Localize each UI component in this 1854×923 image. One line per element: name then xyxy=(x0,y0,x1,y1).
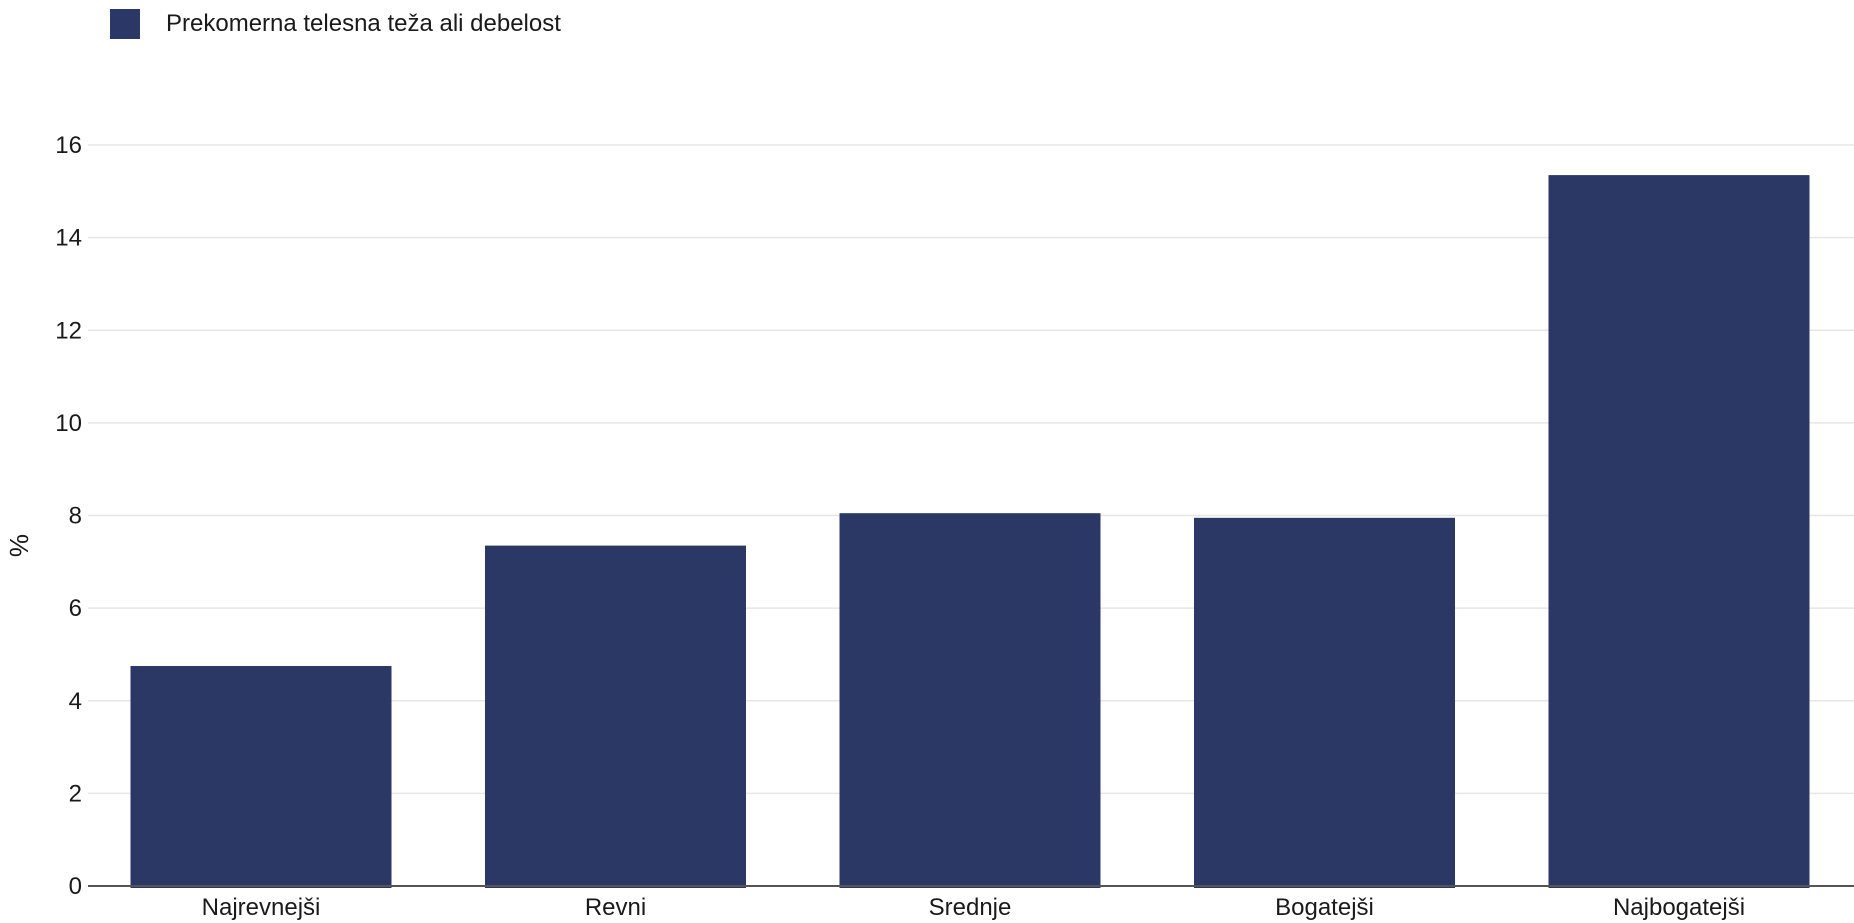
y-tick-label: 2 xyxy=(69,780,82,807)
y-tick-label: 0 xyxy=(69,873,82,900)
y-tick-label: 12 xyxy=(55,317,82,344)
y-tick-label: 14 xyxy=(55,225,82,252)
bar xyxy=(1548,175,1810,888)
y-tick-label: 10 xyxy=(55,410,82,437)
y-tick-label: 6 xyxy=(69,595,82,622)
x-tick-label: Srednje xyxy=(929,894,1012,921)
y-axis-title: % xyxy=(4,534,34,557)
x-tick-label: Najrevnejši xyxy=(202,894,321,921)
bar xyxy=(130,666,392,888)
y-tick-label: 4 xyxy=(69,688,82,715)
legend-swatch xyxy=(110,9,140,39)
bar xyxy=(1194,517,1455,888)
y-tick-label: 16 xyxy=(55,132,82,159)
legend-label: Prekomerna telesna teža ali debelost xyxy=(166,10,561,37)
x-tick-label: Najbogatejši xyxy=(1613,894,1745,921)
bar xyxy=(839,513,1101,888)
bar xyxy=(485,545,746,888)
legend: Prekomerna telesna teža ali debelost xyxy=(110,8,561,40)
x-tick-label: Bogatejši xyxy=(1275,894,1374,921)
y-tick-label: 8 xyxy=(69,503,82,530)
x-tick-label: Revni xyxy=(585,894,646,921)
